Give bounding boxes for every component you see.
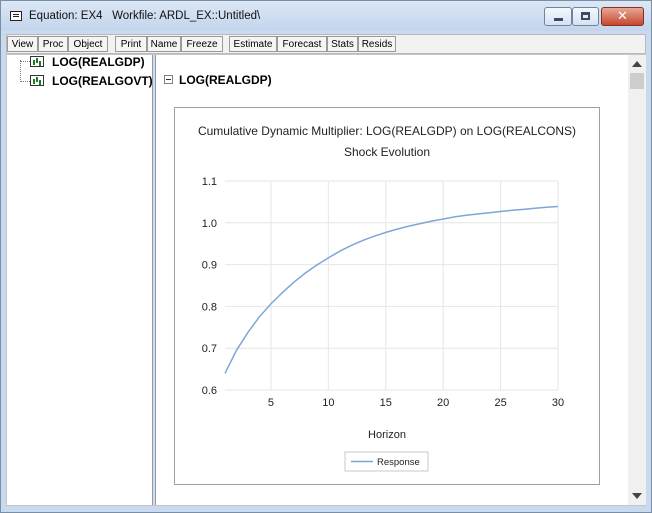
- x-axis-label: Horizon: [368, 429, 406, 441]
- series-line-response: [224, 205, 559, 374]
- pane-splitter[interactable]: [152, 55, 156, 505]
- y-tick-label: 0.6: [202, 385, 217, 397]
- estimate-button[interactable]: Estimate: [229, 36, 277, 52]
- graph-icon: [30, 75, 44, 86]
- section-title: LOG(REALGDP): [179, 73, 272, 87]
- object-button[interactable]: Object: [68, 36, 108, 52]
- print-button[interactable]: Print: [115, 36, 147, 52]
- close-icon: ✕: [617, 9, 628, 24]
- window-title: Equation: EX4 Workfile: ARDL_EX::Untitle…: [29, 10, 261, 22]
- freeze-button[interactable]: Freeze: [181, 36, 223, 52]
- resids-button[interactable]: Resids: [358, 36, 396, 52]
- toolbar: View Proc Object Print Name Freeze Estim…: [6, 34, 646, 54]
- x-tick-label: 15: [380, 397, 392, 409]
- tree-item-realgovt[interactable]: LOG(REALGOVT): [52, 74, 153, 88]
- legend-label-response: Response: [377, 457, 420, 468]
- x-tick-label: 5: [268, 397, 274, 409]
- content-area: LOG(REALGDP) LOG(REALGOVT) LOG(REALGDP) …: [6, 54, 646, 506]
- vertical-scrollbar[interactable]: [628, 55, 646, 505]
- x-tick-label: 25: [494, 397, 506, 409]
- maximize-button[interactable]: [572, 7, 599, 26]
- graph-tree: LOG(REALGDP) LOG(REALGOVT): [7, 55, 153, 505]
- x-tick-label: 10: [322, 397, 334, 409]
- chart-legend: Response: [344, 451, 429, 472]
- scroll-down-arrow-icon[interactable]: [632, 493, 642, 499]
- scroll-up-arrow-icon[interactable]: [632, 61, 642, 67]
- chart-title: Cumulative Dynamic Multiplier: LOG(REALG…: [198, 124, 576, 138]
- title-bar[interactable]: Equation: EX4 Workfile: ARDL_EX::Untitle…: [1, 1, 651, 31]
- forecast-button[interactable]: Forecast: [277, 36, 327, 52]
- minimize-icon: [554, 18, 563, 21]
- scroll-thumb[interactable]: [630, 73, 644, 89]
- y-tick-label: 1.1: [202, 176, 217, 188]
- y-tick-label: 0.9: [202, 260, 217, 272]
- name-button[interactable]: Name: [147, 36, 181, 52]
- line-chart: Cumulative Dynamic Multiplier: LOG(REALG…: [198, 124, 576, 472]
- stats-button[interactable]: Stats: [327, 36, 358, 52]
- collapse-icon[interactable]: [164, 75, 173, 84]
- chart-subtitle: Shock Evolution: [344, 145, 430, 159]
- maximize-icon: [581, 12, 590, 20]
- y-tick-label: 1.0: [202, 218, 217, 230]
- proc-button[interactable]: Proc: [38, 36, 68, 52]
- graph-icon: [30, 56, 44, 67]
- x-tick-label: 30: [552, 397, 564, 409]
- window-menu-icon[interactable]: [10, 11, 22, 21]
- y-tick-label: 0.8: [202, 301, 217, 313]
- close-button[interactable]: ✕: [601, 7, 644, 26]
- view-button[interactable]: View: [7, 36, 38, 52]
- tree-item-realgdp[interactable]: LOG(REALGDP): [52, 55, 145, 69]
- x-tick-label: 20: [437, 397, 449, 409]
- minimize-button[interactable]: [544, 7, 572, 26]
- y-tick-label: 0.7: [202, 343, 217, 355]
- chart-frame: Cumulative Dynamic Multiplier: LOG(REALG…: [174, 107, 600, 485]
